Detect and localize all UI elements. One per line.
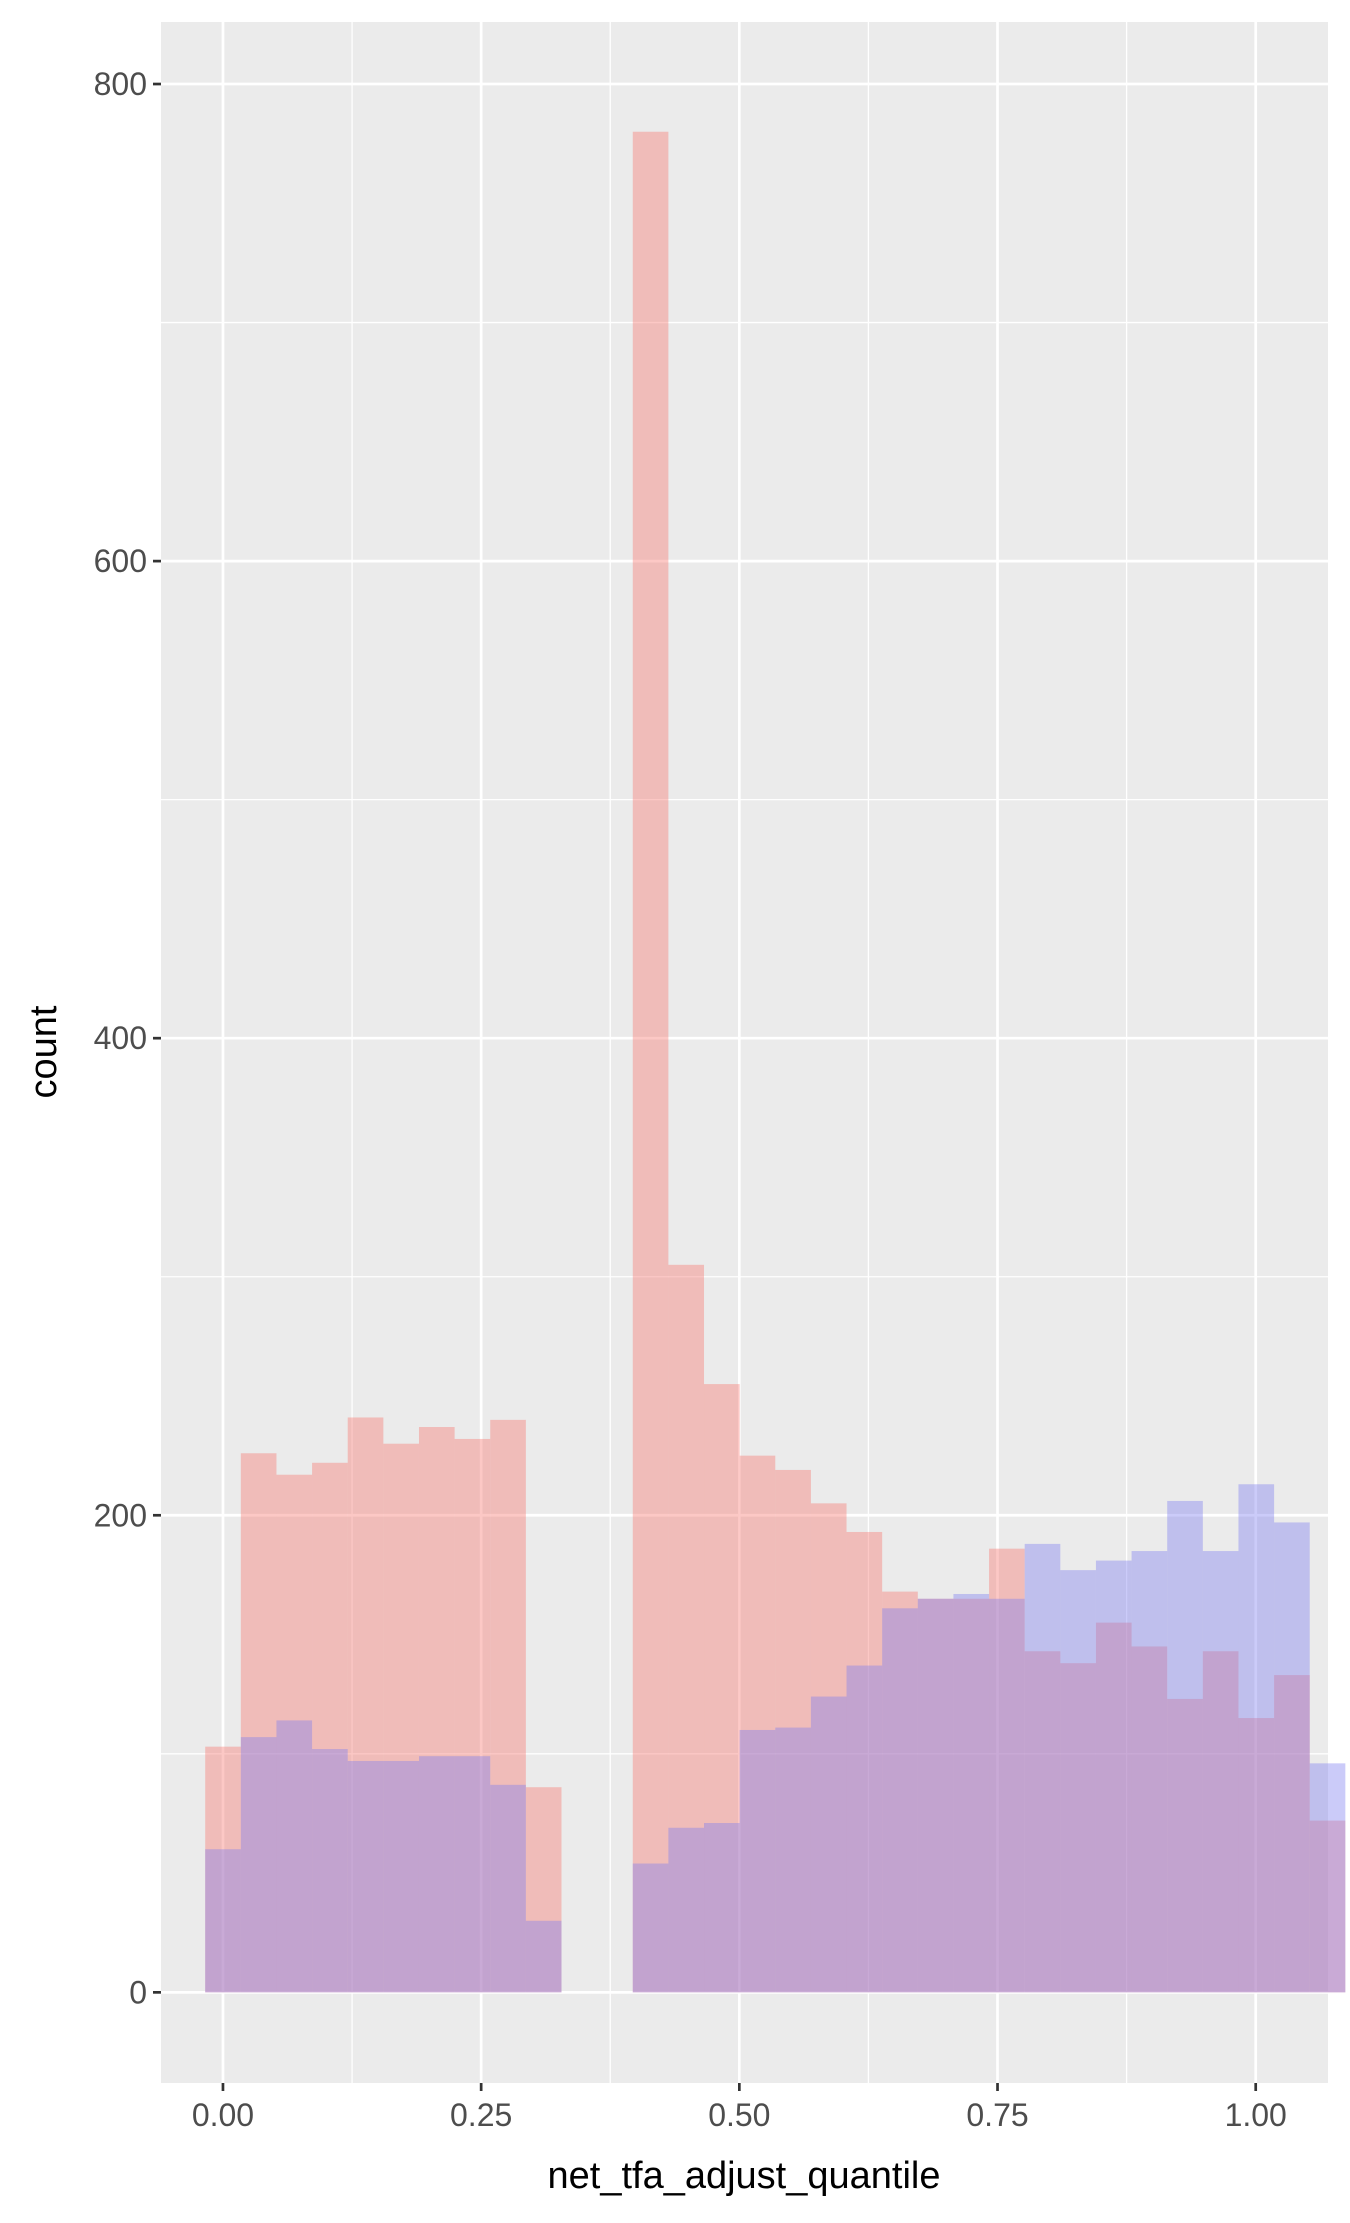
x-tick-label: 0.25 — [450, 2097, 512, 2133]
histogram-bar-series-2 — [668, 1827, 705, 1993]
histogram-bar-series-1 — [418, 1427, 455, 1993]
y-tick-label: 600 — [94, 543, 147, 579]
histogram-bar-series-2 — [632, 1863, 669, 1993]
histogram-bar-series-2 — [1167, 1500, 1203, 1993]
histogram-bar-series-1 — [989, 1548, 1025, 1993]
histogram-bar-series-1 — [668, 1264, 705, 1993]
histogram-bar-series-2 — [1274, 1522, 1310, 1993]
histogram-bar-series-2 — [846, 1665, 883, 1993]
histogram-bar-series-2 — [989, 1598, 1025, 1993]
histogram-bar-series-1 — [775, 1469, 811, 1993]
histogram-bar-series-2 — [775, 1727, 811, 1993]
histogram-bar-series-1 — [846, 1531, 883, 1993]
histogram-bar-series-1 — [1095, 1622, 1132, 1993]
histogram-bar-series-2 — [1238, 1484, 1275, 1993]
histogram-bar-series-1 — [205, 1746, 241, 1993]
x-axis-title: net_tfa_adjust_quantile — [548, 2155, 941, 2197]
minor-gridlines — [161, 22, 1328, 2083]
histogram-bars — [205, 131, 1346, 1993]
histogram-bar-series-2 — [810, 1696, 847, 1993]
histogram-bar-series-1 — [312, 1462, 348, 1993]
y-tick-label: 800 — [94, 66, 147, 102]
histogram-bar-series-2 — [276, 1720, 313, 1993]
histogram-bar-series-1 — [1060, 1663, 1096, 1993]
histogram-bar-series-2 — [418, 1756, 455, 1993]
x-tick-label: 1.00 — [1225, 2097, 1287, 2133]
histogram-bar-series-2 — [704, 1822, 740, 1993]
histogram-bar-series-2 — [347, 1760, 384, 1993]
histogram-bar-series-1 — [882, 1591, 918, 1993]
histogram-bar-series-2 — [1095, 1560, 1132, 1993]
histogram-bar-series-2 — [240, 1737, 277, 1993]
histogram-bar-series-1 — [240, 1453, 277, 1993]
histogram-bar-series-2 — [1309, 1763, 1346, 1993]
histogram-bar-series-1 — [1131, 1646, 1168, 1993]
x-tick-label: 0.75 — [966, 2097, 1028, 2133]
histogram-bar-series-1 — [953, 1598, 990, 1993]
histogram-bar-series-1 — [1167, 1698, 1203, 1993]
histogram-bar-series-2 — [1202, 1551, 1239, 1993]
histogram-bar-series-2 — [1131, 1551, 1168, 1993]
histogram-bar-series-2 — [383, 1760, 419, 1993]
x-tick-label: 0.00 — [192, 2097, 254, 2133]
histogram-bar-series-2 — [953, 1593, 990, 1993]
histogram-bar-series-1 — [525, 1787, 562, 1993]
histogram-bar-series-2 — [882, 1608, 918, 1993]
histogram-bar-series-1 — [1309, 1820, 1346, 1993]
y-tick-label: 0 — [129, 1974, 147, 2010]
histogram-bar-series-2 — [205, 1849, 241, 1993]
histogram-bar-series-2 — [1060, 1570, 1096, 1993]
x-axis: 0.00 0.25 0.50 0.75 1.00 — [192, 2083, 1287, 2133]
histogram-bar-series-2 — [739, 1729, 776, 1993]
histogram-bar-series-1 — [704, 1384, 740, 1993]
histogram-bar-series-1 — [454, 1438, 491, 1993]
y-axis-title: count — [23, 1005, 65, 1098]
histogram-bar-series-1 — [490, 1419, 526, 1993]
histogram-bar-series-2 — [525, 1920, 562, 1993]
histogram-bar-series-1 — [739, 1455, 776, 1993]
histogram-bar-series-2 — [312, 1749, 348, 1993]
histogram-bar-series-1 — [1274, 1675, 1310, 1993]
y-tick-label: 200 — [94, 1497, 147, 1533]
histogram-bar-series-1 — [383, 1443, 419, 1993]
histogram-bar-series-1 — [1024, 1651, 1061, 1993]
histogram-bar-series-1 — [1238, 1718, 1275, 1993]
x-tick-label: 0.50 — [708, 2097, 770, 2133]
histogram-bar-series-2 — [454, 1756, 491, 1993]
y-tick-label: 400 — [94, 1020, 147, 1056]
panel-background — [161, 22, 1328, 2083]
histogram-bar-series-1 — [347, 1417, 384, 1993]
histogram-bar-series-1 — [1202, 1651, 1239, 1993]
histogram-bar-series-2 — [1024, 1543, 1061, 1993]
histogram-bar-series-2 — [917, 1598, 954, 1993]
histogram-bar-series-1 — [810, 1503, 847, 1993]
histogram-bar-series-1 — [917, 1598, 954, 1993]
histogram-bar-series-1 — [276, 1474, 313, 1993]
y-axis: 0 200 400 600 800 — [94, 66, 161, 2010]
histogram-bar-series-2 — [490, 1784, 526, 1993]
histogram-bar-series-1 — [632, 131, 669, 1993]
major-gridlines — [161, 22, 1328, 2083]
